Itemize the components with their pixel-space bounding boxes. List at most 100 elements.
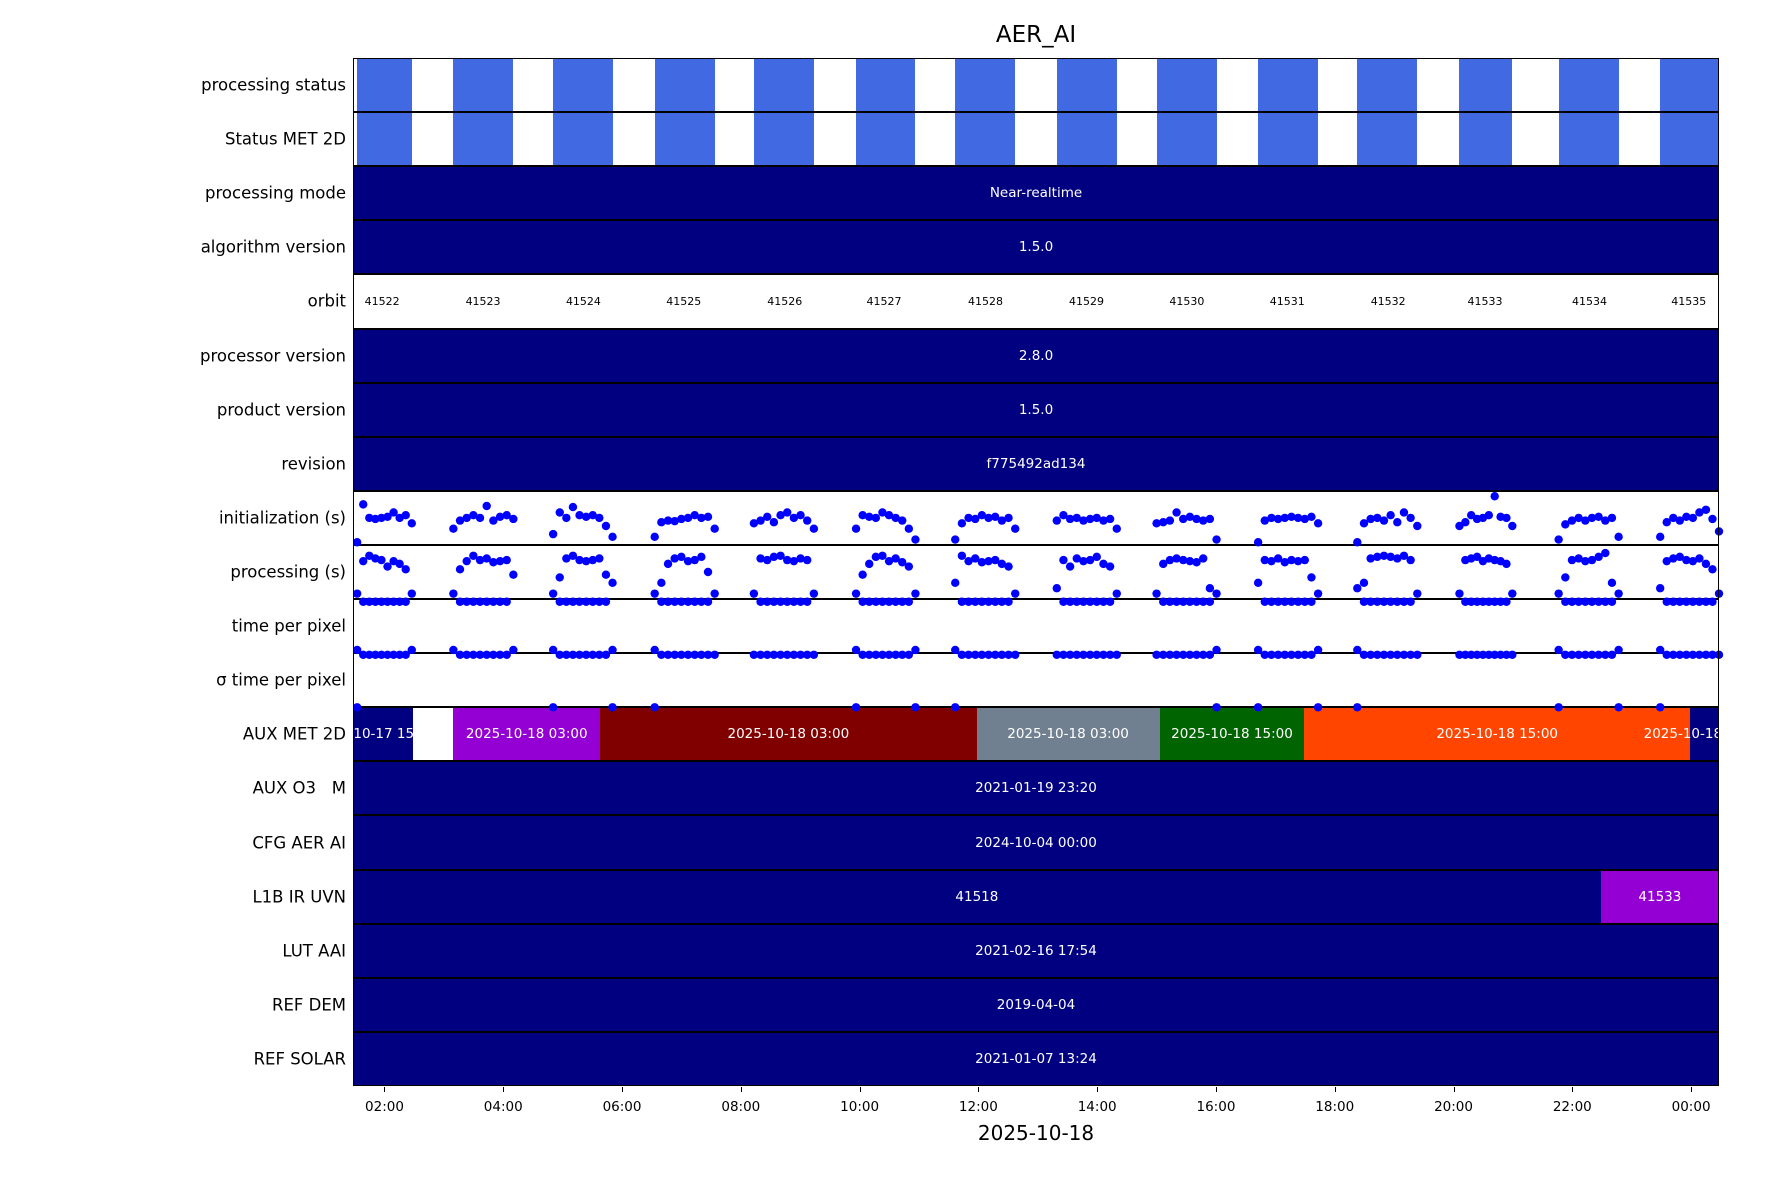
row-label: L1B IR UVN (252, 887, 346, 907)
segment-label: 2021-01-19 23:20 (975, 780, 1097, 797)
orbit-label: 41523 (465, 294, 501, 308)
row-fill (353, 923, 1719, 978)
row-label: LUT AAI (282, 941, 346, 961)
x-tick-label: 06:00 (602, 1099, 642, 1115)
row-revision: f775492ad134 (353, 436, 1719, 491)
row-fill (353, 491, 1719, 545)
row-label: CFG AER AI (252, 833, 346, 853)
orbit-label: 41533 (1467, 294, 1503, 308)
x-tick-label: 00:00 (1671, 1099, 1711, 1115)
segment-label: 2025-10-18 03:00 (727, 726, 850, 743)
status-block (1660, 112, 1719, 167)
row-ref-dem: 2019-04-04 (353, 977, 1719, 1032)
row-divider (353, 489, 1719, 492)
x-tick (1572, 1087, 1574, 1092)
row-orbit: 41522 41523 41524 41525 41526 41527 41528 41529… (353, 274, 1719, 328)
orbit-label: 41531 (1269, 294, 1305, 308)
orbit-label: 41528 (968, 294, 1004, 308)
x-tick (1097, 1087, 1099, 1092)
segment-label: Near-realtime (989, 185, 1083, 202)
segment-bar (353, 923, 1719, 978)
orbit-label: 41530 (1169, 294, 1205, 308)
status-block (753, 112, 814, 167)
segment-bar (453, 707, 601, 762)
orbit-label: 41534 (1572, 294, 1608, 308)
segment-label: 2025-10-18 03:00 (1007, 726, 1129, 743)
x-tick-label: 02:00 (365, 1099, 404, 1115)
row-divider (353, 381, 1719, 384)
status-block (955, 58, 1016, 113)
row-divider (353, 111, 1719, 114)
row-fill (353, 436, 1719, 491)
orbit-label: 41525 (666, 294, 702, 308)
chart-title: AER_AI (995, 22, 1077, 48)
row-label: processor version (200, 346, 346, 366)
row-fill (353, 653, 1719, 707)
segment-bar (1159, 707, 1305, 762)
segment-label: 2021-02-16 17:54 (975, 942, 1097, 959)
segment-label: 1.5.0 (1018, 239, 1054, 256)
orbit-label: 41532 (1370, 294, 1406, 308)
row-fill (353, 1031, 1719, 1086)
row-divider (353, 219, 1719, 222)
x-tick (859, 1087, 861, 1092)
segment-bar (353, 166, 1719, 221)
row-processor-version: 2.8.0 (353, 328, 1719, 383)
x-tick-label: 08:00 (721, 1099, 761, 1115)
row-label: algorithm version (200, 237, 346, 257)
row-label: processing status (201, 75, 346, 95)
row-divider (353, 1030, 1719, 1033)
status-block (1660, 58, 1719, 113)
row-processing-status (353, 58, 1719, 113)
status-block (1357, 58, 1418, 113)
x-tick (1215, 1087, 1217, 1092)
status-block (1056, 58, 1117, 113)
status-block (1459, 112, 1513, 167)
row-processing-s- (353, 545, 1719, 599)
status-block (1558, 112, 1619, 167)
orbit-label: 41526 (767, 294, 803, 308)
row-divider (353, 598, 1719, 601)
x-axis-label: 2025-10-18 (977, 1121, 1095, 1145)
segment-label: 2025-10-17 15:00 (314, 726, 436, 743)
row-divider (353, 922, 1719, 925)
segment-bar (353, 977, 1719, 1032)
x-tick-label: 22:00 (1552, 1099, 1592, 1115)
row-label: REF DEM (272, 995, 346, 1015)
x-tick-label: 16:00 (1196, 1099, 1236, 1115)
segment-bar (1689, 707, 1719, 762)
segment-label: 2024-10-04 00:00 (975, 834, 1097, 851)
row-cfg-aer-ai: 2024-10-04 00:00 (353, 815, 1719, 870)
row-fill (353, 220, 1719, 275)
status-block (453, 58, 514, 113)
segment-bar (353, 220, 1719, 275)
row-label: initialization (s) (218, 508, 346, 528)
row-fill (353, 599, 1719, 653)
row-divider (353, 868, 1719, 871)
row-divider (353, 435, 1719, 438)
x-tick-label: 20:00 (1434, 1099, 1473, 1115)
row-divider (353, 327, 1719, 330)
row-processing-mode: Near-realtime (353, 166, 1719, 221)
segment-label: 2025-10-18 03:00 (465, 726, 588, 743)
row-label: processing (s) (230, 562, 346, 582)
timeline-plot-area: Near-realtime 1.5.0 41522 41523 41524 41525 41… (314, 58, 1765, 1086)
segment-label: 2025-10-18 15:00 (1171, 726, 1293, 743)
row-label: AUX O3 M (252, 778, 346, 798)
status-block (955, 112, 1016, 167)
segment-bar (976, 707, 1160, 762)
orbit-label: 41522 (364, 294, 400, 308)
orbit-label: 41535 (1671, 294, 1707, 308)
status-block (453, 112, 514, 167)
segment-label: 41533 (1638, 888, 1682, 905)
x-tick-label: 18:00 (1315, 1099, 1355, 1115)
row-fill (353, 545, 1719, 599)
x-tick-label: 10:00 (840, 1099, 880, 1115)
status-block (753, 58, 814, 113)
row--time-per-pixel (353, 653, 1719, 707)
row-label: processing mode (205, 183, 346, 203)
segment-bar (353, 869, 1601, 924)
row-label: revision (281, 454, 346, 474)
status-block (856, 112, 916, 167)
row-fill (353, 328, 1719, 383)
